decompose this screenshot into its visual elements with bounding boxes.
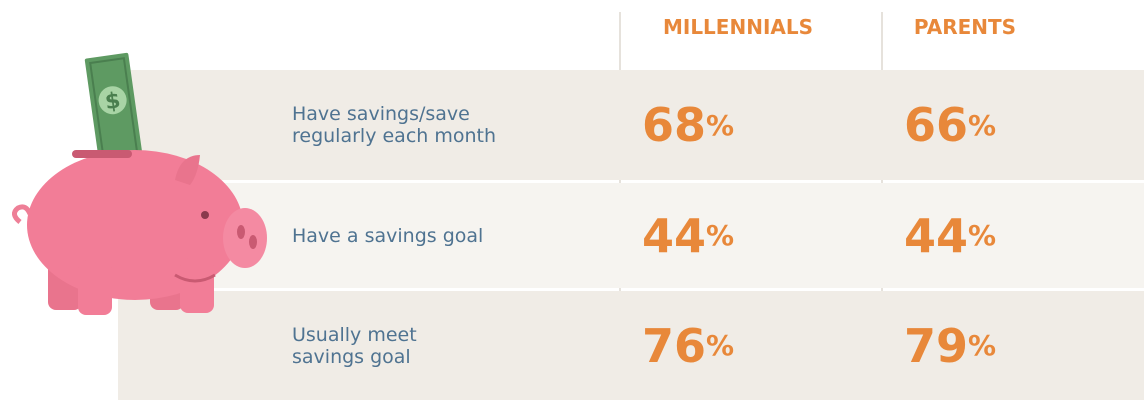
piggy-bank-illustration: $ <box>0 40 290 340</box>
value-unit: % <box>706 219 734 252</box>
value-number: 76 <box>642 319 706 373</box>
percentage-value: 68% <box>642 70 734 180</box>
row-label: Have savings/save regularly each month <box>292 70 496 180</box>
value-unit: % <box>706 329 734 362</box>
value-unit: % <box>706 109 734 142</box>
value-unit: % <box>968 219 996 252</box>
value-number: 44 <box>904 209 968 263</box>
value-number: 44 <box>642 209 706 263</box>
percentage-value: 44% <box>642 183 734 288</box>
percentage-value: 76% <box>642 291 734 400</box>
value-unit: % <box>968 109 996 142</box>
percentage-value: 79% <box>904 291 996 400</box>
page: MILLENNIALS PARENTS Have savings/save reg… <box>0 0 1144 400</box>
percentage-value: 44% <box>904 183 996 288</box>
value-number: 66 <box>904 98 968 152</box>
value-unit: % <box>968 329 996 362</box>
column-header: MILLENNIALS <box>620 12 856 42</box>
column-header: PARENTS <box>883 12 1047 42</box>
percentage-value: 66% <box>904 70 996 180</box>
row-label: Usually meet savings goal <box>292 291 417 400</box>
row-label: Have a savings goal <box>292 183 483 288</box>
value-number: 79 <box>904 319 968 373</box>
value-number: 68 <box>642 98 706 152</box>
